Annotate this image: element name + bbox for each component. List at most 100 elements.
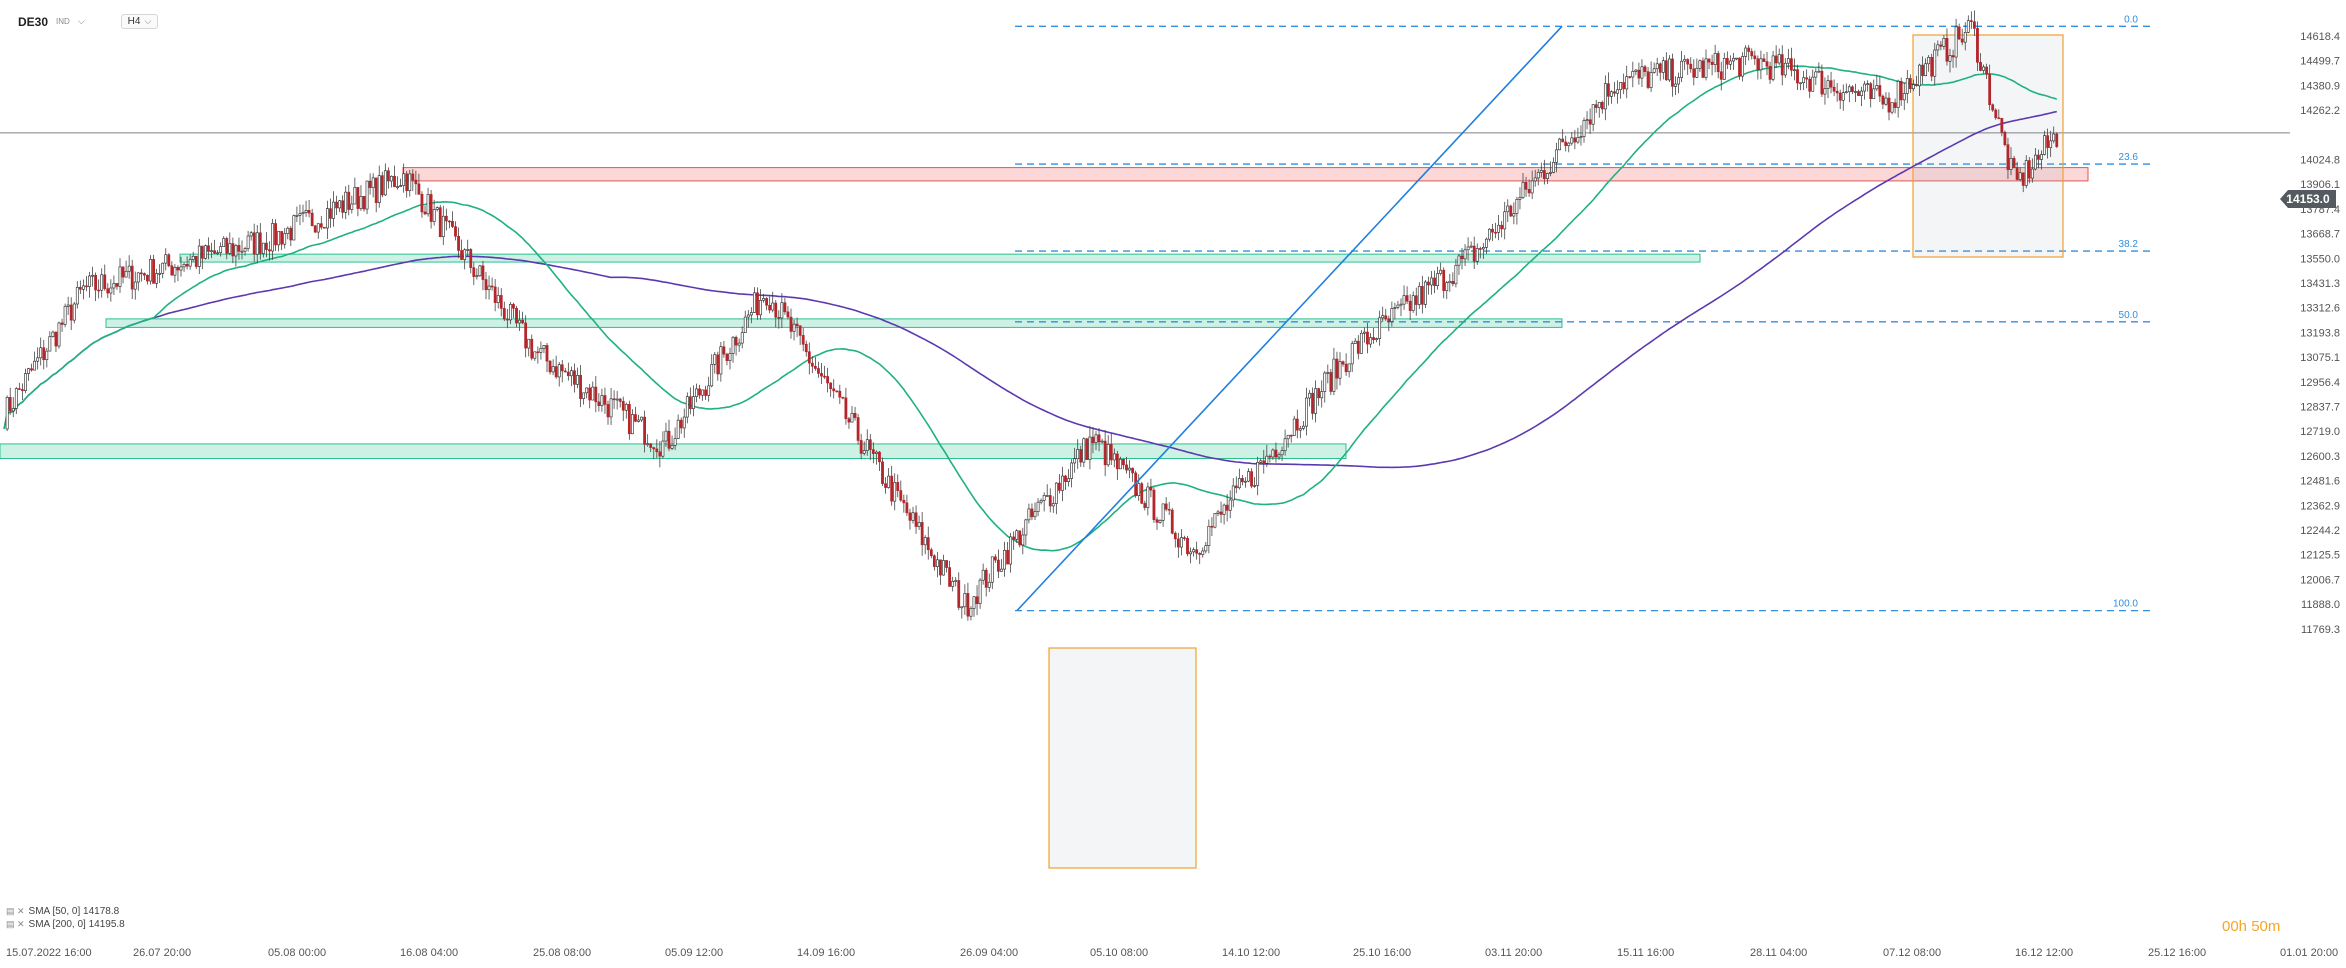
candle-body	[2000, 118, 2004, 133]
candle-body	[167, 254, 171, 267]
candle-body	[1115, 453, 1119, 470]
candle-body	[1875, 85, 1879, 90]
price-tick-label: 13312.6	[2300, 303, 2340, 315]
fib-level-label: 23.6	[2119, 152, 2139, 163]
candle-body	[1936, 44, 1940, 51]
candle-body	[1131, 467, 1135, 474]
candle-body	[1234, 485, 1238, 489]
candle-body	[451, 221, 454, 227]
candle-body	[1533, 177, 1537, 182]
candle-body	[1359, 332, 1363, 354]
candle-body	[1509, 205, 1513, 217]
candle-body	[1503, 211, 1507, 230]
candle-body	[621, 401, 625, 411]
candle-body	[371, 177, 375, 188]
candle-body	[1512, 213, 1516, 217]
candle-body	[1021, 534, 1025, 546]
candle-body	[14, 388, 18, 409]
candle-body	[1878, 85, 1882, 97]
trend-line[interactable]	[1016, 25, 1563, 612]
candle-body	[1308, 392, 1311, 399]
candle-body	[929, 549, 933, 557]
symbol-chevron-down-icon[interactable]: ⌵	[77, 16, 85, 26]
symbol-name[interactable]: DE30	[18, 14, 49, 29]
candle-body	[1054, 482, 1058, 504]
candle-body	[1009, 536, 1013, 565]
candle-body	[1280, 450, 1284, 456]
candle-body	[182, 264, 186, 268]
candle-body	[362, 196, 366, 210]
candle-body	[1094, 434, 1098, 443]
candle-body	[1570, 137, 1574, 144]
price-tick-label: 13193.8	[2300, 327, 2340, 339]
candle-body	[2030, 168, 2034, 179]
candle-body	[731, 336, 735, 354]
candle-body	[414, 179, 418, 185]
candle-body	[1908, 78, 1912, 90]
candle-body	[1680, 60, 1684, 78]
time-tick-label: 14.09 16:00	[797, 947, 855, 959]
candle-body	[1460, 255, 1464, 260]
candle-body	[521, 319, 525, 324]
candle-body	[1027, 508, 1031, 521]
candle-body	[329, 208, 332, 219]
indicator-settings-icon[interactable]: ▤ ✕	[6, 906, 25, 916]
candle-body	[1451, 280, 1455, 285]
candle-body	[402, 173, 406, 186]
candle-body	[313, 225, 317, 233]
candle-body	[1488, 228, 1491, 240]
candle-body	[984, 569, 988, 588]
price-tick-label: 14380.9	[2300, 80, 2340, 92]
candle-body	[545, 345, 549, 362]
candle-body	[1960, 38, 1964, 43]
legend-item-sma200[interactable]: ▤ ✕ SMA [200, 0] 14195.8	[6, 918, 125, 931]
candle-body	[204, 245, 207, 259]
timeframe-selector[interactable]: H4 ⌵	[120, 14, 159, 29]
candle-body	[1661, 60, 1665, 73]
candle-body	[255, 232, 259, 255]
candle-body	[2052, 133, 2056, 142]
candle-body	[1356, 340, 1360, 354]
candle-body	[170, 265, 174, 276]
candle-body	[1311, 392, 1314, 414]
candle-body	[908, 512, 912, 521]
candle-body	[1610, 91, 1613, 97]
candle-body	[1048, 495, 1052, 507]
candle-body	[380, 175, 384, 196]
candle-body	[1887, 97, 1891, 113]
candle-body	[981, 569, 985, 581]
candle-body	[753, 292, 756, 313]
price-tick-label: 13075.1	[2300, 352, 2340, 364]
candle-body	[475, 275, 479, 278]
price-tick-label: 13431.3	[2300, 278, 2340, 290]
candle-body	[716, 354, 720, 375]
legend-item-sma50[interactable]: ▤ ✕ SMA [50, 0] 14178.8	[6, 905, 125, 918]
candle-body	[1588, 119, 1592, 125]
candle-body	[1738, 57, 1741, 77]
candle-body	[1689, 63, 1693, 70]
candle-body	[2043, 135, 2046, 155]
candle-body	[82, 285, 85, 290]
candle-body	[539, 348, 543, 353]
candle-body	[1152, 489, 1156, 520]
candle-body	[518, 319, 521, 324]
candle-body	[673, 438, 677, 446]
candle-body	[615, 398, 619, 401]
candle-body	[2037, 154, 2040, 160]
candle-body	[1759, 58, 1763, 71]
candle-body	[542, 345, 546, 349]
candle-body	[164, 254, 168, 264]
candle-body	[2027, 160, 2031, 179]
candle-body	[1427, 281, 1430, 286]
candle-body	[1780, 54, 1784, 76]
price-axis[interactable]: 14618.4 14499.7 14380.9 14262.2 14024.8 13906…	[2300, 31, 2340, 636]
candle-body	[1363, 331, 1366, 334]
candle-body	[1189, 551, 1192, 555]
indicator-legend: ▤ ✕ SMA [50, 0] 14178.8 ▤ ✕ SMA [200, 0]…	[6, 905, 125, 931]
candle-body	[185, 264, 189, 267]
candle-body	[1817, 70, 1821, 73]
candle-body	[338, 200, 342, 209]
indicator-settings-icon[interactable]: ▤ ✕	[6, 919, 25, 929]
time-axis[interactable]: 15.07.2022 16:00 26.07 20:00 05.08 00:00 16…	[6, 947, 2338, 959]
